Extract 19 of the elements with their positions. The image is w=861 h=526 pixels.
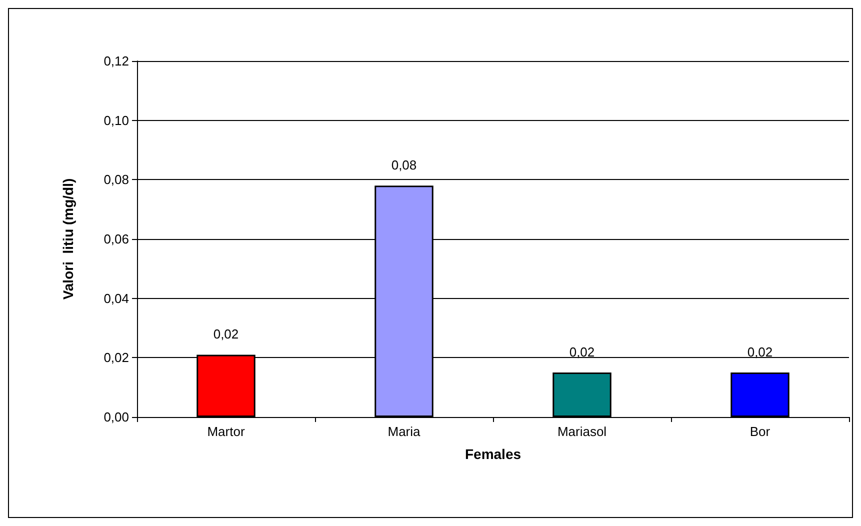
y-tick-label: 0,00 bbox=[104, 410, 129, 424]
y-tick-label: 0,08 bbox=[104, 172, 129, 188]
y-tick-label: 0,04 bbox=[104, 290, 129, 306]
y-tick-label: 0,06 bbox=[104, 232, 129, 246]
data-label: 0,02 bbox=[213, 326, 239, 342]
x-axis-title: Females bbox=[464, 446, 522, 462]
y-tick-label: 0,02 bbox=[104, 350, 129, 366]
y-tick-label: 0,10 bbox=[104, 112, 129, 128]
y-tick-label: 0,12 bbox=[104, 54, 129, 68]
data-label: 0,02 bbox=[569, 344, 595, 360]
x-tick-label: Bor bbox=[750, 424, 771, 439]
data-label: 0,02 bbox=[747, 344, 773, 360]
bar bbox=[730, 372, 790, 417]
x-tick-label: Martor bbox=[207, 424, 246, 439]
bar bbox=[552, 372, 612, 417]
data-label: 0,08 bbox=[391, 158, 417, 173]
y-axis-title: Valori litiu (mg/dl) bbox=[60, 178, 76, 300]
x-tick-label: Maria bbox=[388, 424, 422, 439]
x-tick-label: Mariasol bbox=[557, 424, 607, 439]
